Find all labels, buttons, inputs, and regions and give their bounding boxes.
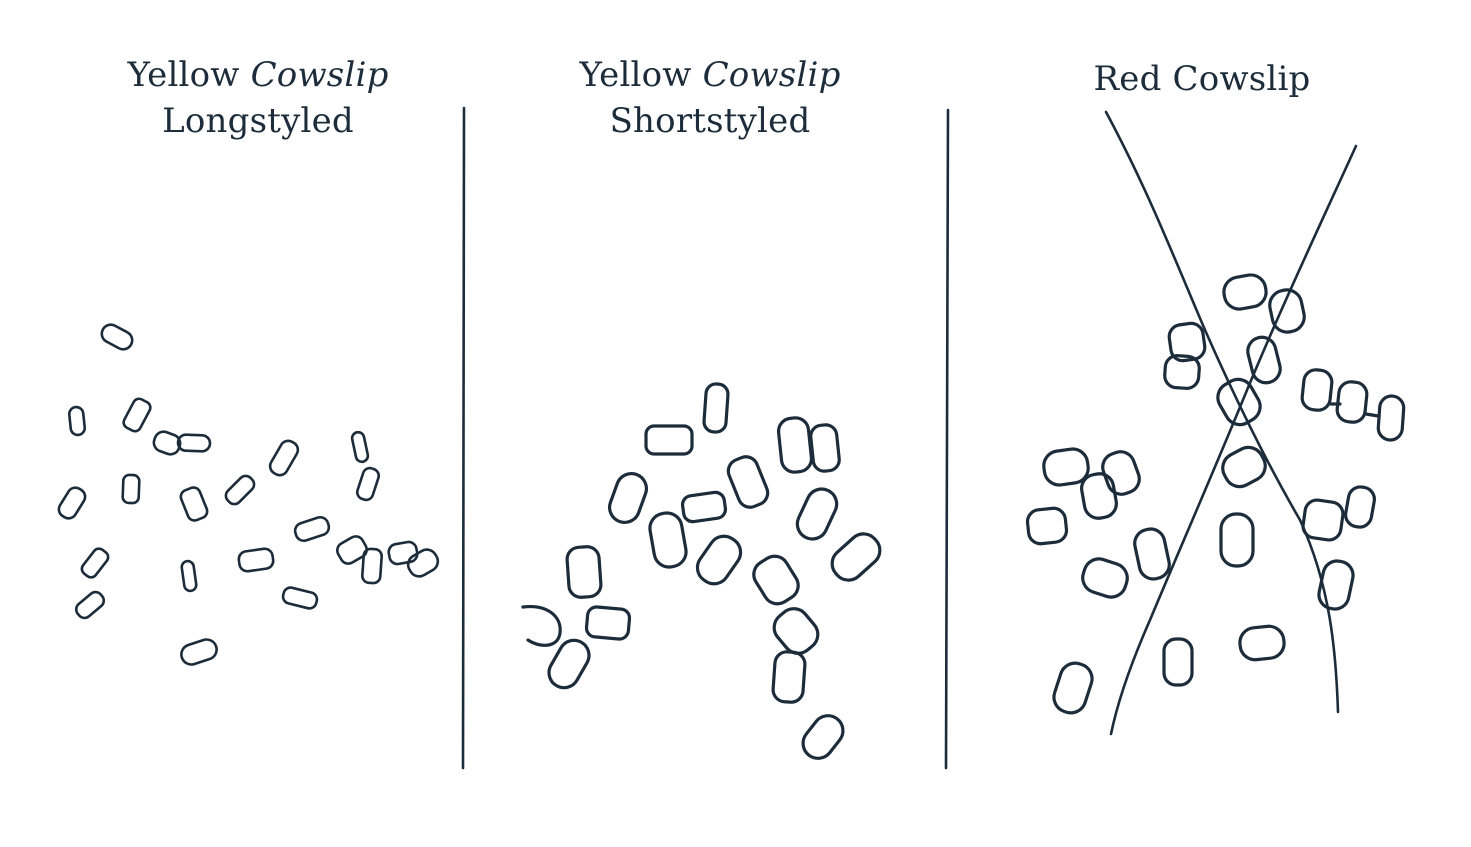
cell (771, 650, 807, 704)
cell (565, 545, 603, 599)
cell (1081, 557, 1129, 599)
cell bold (1376, 394, 1406, 442)
cell (726, 455, 770, 509)
title-line-2: Shortstyled (609, 101, 811, 141)
cell (67, 405, 87, 437)
cell (648, 511, 688, 569)
cell (1222, 273, 1268, 311)
fibre-curve-right (1109, 144, 1358, 736)
cell (1162, 637, 1194, 687)
cell (122, 397, 152, 433)
cell (57, 486, 87, 520)
cell (1101, 450, 1141, 496)
title-line-1: Yellow Cowslip (127, 55, 389, 95)
cell (695, 534, 743, 586)
cell (180, 559, 198, 593)
divider-right (944, 108, 950, 770)
cell (268, 439, 300, 477)
cell (644, 424, 694, 456)
cell (1268, 288, 1306, 334)
cell (100, 323, 134, 351)
cell (830, 532, 882, 582)
cell (1335, 380, 1369, 424)
cell (795, 487, 839, 541)
cell (179, 486, 209, 522)
cell (406, 548, 440, 578)
cell (355, 466, 381, 502)
cell (350, 430, 370, 464)
cell (336, 535, 368, 565)
cell (809, 423, 841, 473)
cell (607, 472, 649, 524)
panel-shortstyled-cells (521, 382, 882, 760)
cell (1238, 624, 1286, 662)
cell (1221, 445, 1267, 489)
cell (176, 433, 212, 453)
cell (752, 554, 800, 606)
cell (361, 547, 383, 585)
title-line-1: Yellow Cowslip (579, 55, 841, 95)
cell (1317, 559, 1355, 611)
cell (1163, 354, 1201, 390)
cell (224, 474, 256, 506)
cell (180, 638, 218, 666)
cell (1216, 377, 1262, 427)
cell (776, 416, 814, 474)
cell (772, 607, 820, 655)
cell (1300, 368, 1334, 412)
cell (702, 382, 730, 434)
divider-left (461, 106, 466, 770)
cell (1246, 335, 1282, 385)
cell (547, 638, 591, 690)
cell (1052, 661, 1094, 715)
cell (387, 540, 419, 566)
cell (1042, 447, 1090, 487)
panel-longstyled-cells (57, 323, 440, 666)
cell (1025, 506, 1069, 546)
panel-title-red-cowslip: Red Cowslip (1002, 56, 1402, 102)
cell-connector (1329, 402, 1380, 418)
cell (1133, 527, 1171, 581)
title-line-2: Longstyled (162, 101, 354, 141)
cell (1219, 512, 1255, 568)
cell (1344, 485, 1376, 529)
cell (74, 590, 106, 620)
cell (237, 547, 275, 573)
cell (281, 586, 319, 610)
panel-red-cowslip (1025, 110, 1406, 736)
panel-title-yellow-longstyled: Yellow Cowslip Longstyled (58, 52, 458, 144)
cell (801, 714, 845, 760)
panel-title-yellow-shortstyled: Yellow Cowslip Shortstyled (510, 52, 910, 144)
cell (121, 473, 141, 505)
cell (80, 547, 110, 579)
title-line-1: Red Cowslip (1093, 59, 1311, 99)
cell (1167, 321, 1207, 363)
cell (680, 490, 728, 524)
fibre-curve-left (1104, 110, 1340, 714)
cell (1080, 472, 1118, 520)
cell (293, 515, 331, 543)
partial-cell (521, 605, 562, 647)
cell (1301, 498, 1345, 542)
cell (584, 605, 632, 641)
